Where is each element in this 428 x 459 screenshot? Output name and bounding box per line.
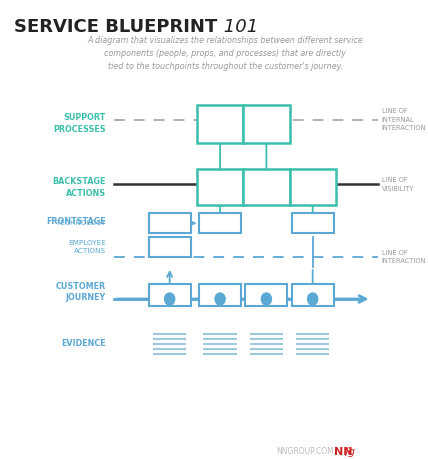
Text: CUSTOMER
JOURNEY: CUSTOMER JOURNEY <box>56 282 106 302</box>
Text: EMPLOYEE
ACTIONS: EMPLOYEE ACTIONS <box>68 241 106 254</box>
Text: TECHNOLOGY: TECHNOLOGY <box>56 220 106 226</box>
Text: A diagram that visualizes the relationships between different service
components: A diagram that visualizes the relationsh… <box>87 36 363 71</box>
Bar <box>149 237 191 257</box>
Text: FRONTSTAGE: FRONTSTAGE <box>46 217 106 226</box>
Bar <box>149 213 191 233</box>
Text: LINE OF
INTERNAL
INTERACTION: LINE OF INTERNAL INTERACTION <box>382 108 426 131</box>
Text: BACKSTAGE
ACTIONS: BACKSTAGE ACTIONS <box>52 177 106 198</box>
Bar <box>245 284 288 306</box>
Text: NN: NN <box>334 447 352 457</box>
Text: EVIDENCE: EVIDENCE <box>61 339 106 348</box>
Text: LINE OF
VISIBILITY: LINE OF VISIBILITY <box>382 177 414 192</box>
Text: g: g <box>348 447 355 457</box>
Circle shape <box>262 293 271 305</box>
Circle shape <box>215 293 225 305</box>
Text: LINE OF
INTERACTION: LINE OF INTERACTION <box>382 250 426 264</box>
Bar <box>289 169 336 205</box>
Bar <box>199 213 241 233</box>
Bar <box>197 169 243 205</box>
Bar <box>243 105 289 143</box>
Bar <box>149 284 191 306</box>
Circle shape <box>165 293 175 305</box>
Text: SERVICE BLUEPRINT: SERVICE BLUEPRINT <box>14 18 217 36</box>
Circle shape <box>308 293 318 305</box>
Bar <box>291 213 334 233</box>
Bar <box>243 169 289 205</box>
Bar <box>291 284 334 306</box>
Text: 101: 101 <box>218 18 259 36</box>
Bar <box>197 105 243 143</box>
Text: NNGROUP.COM: NNGROUP.COM <box>276 447 334 455</box>
Text: /: / <box>345 447 348 457</box>
Text: SUPPORT
PROCESSES: SUPPORT PROCESSES <box>53 113 106 134</box>
Bar <box>199 284 241 306</box>
